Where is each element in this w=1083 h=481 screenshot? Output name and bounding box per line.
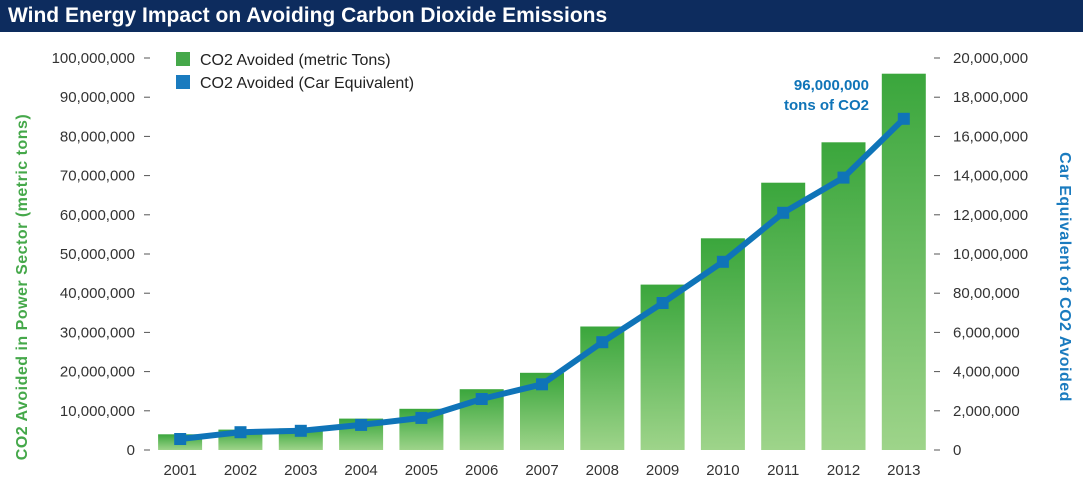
right-tick-label: 80,00,000 bbox=[953, 285, 1020, 302]
chart-area: 0 10,000,000 20,000,000 30,000,000 40,000,00… bbox=[14, 50, 1073, 479]
right-tick-label: 10,000,000 bbox=[953, 246, 1028, 263]
line-point bbox=[777, 206, 790, 219]
annotation-value: 96,000,000 bbox=[794, 77, 869, 94]
right-tick-label: 16,000,000 bbox=[953, 128, 1028, 145]
x-axis-ticks: 2001 2002 2003 2004 2005 2006 2007 2008 2009 2010… bbox=[164, 462, 921, 479]
line-point bbox=[536, 378, 548, 391]
right-tick-label: 6,000,000 bbox=[953, 324, 1020, 341]
left-tick-label: 10,000,000 bbox=[60, 403, 135, 420]
left-axis-ticks: 0 10,000,000 20,000,000 30,000,000 40,000,00… bbox=[52, 50, 150, 459]
x-tick-label: 2003 bbox=[284, 462, 317, 479]
left-tick-label: 30,000,000 bbox=[60, 324, 135, 341]
right-tick-label: 14,000,000 bbox=[953, 168, 1028, 185]
legend-swatch-line bbox=[176, 75, 190, 89]
line-point bbox=[837, 171, 850, 184]
left-tick-label: 0 bbox=[127, 442, 135, 459]
x-tick-label: 2012 bbox=[827, 462, 860, 479]
x-tick-label: 2009 bbox=[646, 462, 679, 479]
right-axis-title: Car Equivalent of CO2 Avoided bbox=[1056, 152, 1073, 402]
x-tick-label: 2011 bbox=[767, 462, 799, 479]
right-tick-label: 20,000,000 bbox=[953, 50, 1028, 67]
legend-swatch-bars bbox=[176, 52, 190, 66]
left-tick-label: 50,000,000 bbox=[60, 246, 135, 263]
bar-series bbox=[158, 73, 926, 451]
left-tick-label: 90,000,000 bbox=[60, 89, 135, 106]
line-point bbox=[355, 418, 368, 431]
bar bbox=[640, 284, 685, 450]
line-point bbox=[897, 112, 910, 125]
left-tick-label: 80,000,000 bbox=[60, 128, 135, 145]
left-tick-label: 100,000,000 bbox=[52, 50, 135, 67]
line-point bbox=[475, 393, 488, 405]
bar bbox=[821, 142, 866, 451]
legend-label-line: CO2 Avoided (Car Equivalent) bbox=[200, 75, 414, 92]
right-tick-label: 18,000,000 bbox=[953, 89, 1028, 106]
line-point bbox=[294, 424, 307, 437]
right-axis-ticks: 0 2,000,000 4,000,000 6,000,000 80,00,000 10,… bbox=[934, 50, 1028, 459]
right-tick-label: 0 bbox=[953, 442, 961, 459]
chart-title: Wind Energy Impact on Avoiding Carbon Di… bbox=[0, 0, 1083, 32]
legend: CO2 Avoided (metric Tons) CO2 Avoided (C… bbox=[176, 52, 414, 92]
x-tick-label: 2002 bbox=[224, 462, 257, 479]
left-tick-label: 20,000,000 bbox=[60, 364, 135, 381]
left-tick-label: 70,000,000 bbox=[60, 168, 135, 185]
line-point bbox=[716, 255, 729, 268]
annotation-unit: tons of CO2 bbox=[784, 97, 869, 114]
x-tick-label: 2007 bbox=[525, 462, 558, 479]
line-series bbox=[174, 112, 910, 445]
left-axis-title: CO2 Avoided in Power Sector (metric tons… bbox=[14, 114, 31, 460]
line-point bbox=[415, 411, 428, 424]
x-tick-label: 2005 bbox=[405, 462, 438, 479]
line-point bbox=[596, 336, 609, 349]
right-tick-label: 2,000,000 bbox=[953, 403, 1020, 420]
line-point bbox=[656, 297, 669, 309]
x-tick-label: 2010 bbox=[706, 462, 739, 479]
right-tick-label: 12,000,000 bbox=[953, 207, 1028, 224]
line-point bbox=[234, 426, 247, 439]
x-tick-label: 2006 bbox=[465, 462, 498, 479]
x-tick-label: 2008 bbox=[586, 462, 619, 479]
left-tick-label: 40,000,000 bbox=[60, 285, 135, 302]
left-tick-label: 60,000,000 bbox=[60, 207, 135, 224]
legend-label-bars: CO2 Avoided (metric Tons) bbox=[200, 52, 391, 69]
x-tick-label: 2001 bbox=[164, 462, 197, 479]
x-tick-label: 2013 bbox=[887, 462, 920, 479]
right-tick-label: 4,000,000 bbox=[953, 364, 1020, 381]
x-tick-label: 2004 bbox=[344, 462, 377, 479]
line-point bbox=[174, 433, 187, 445]
